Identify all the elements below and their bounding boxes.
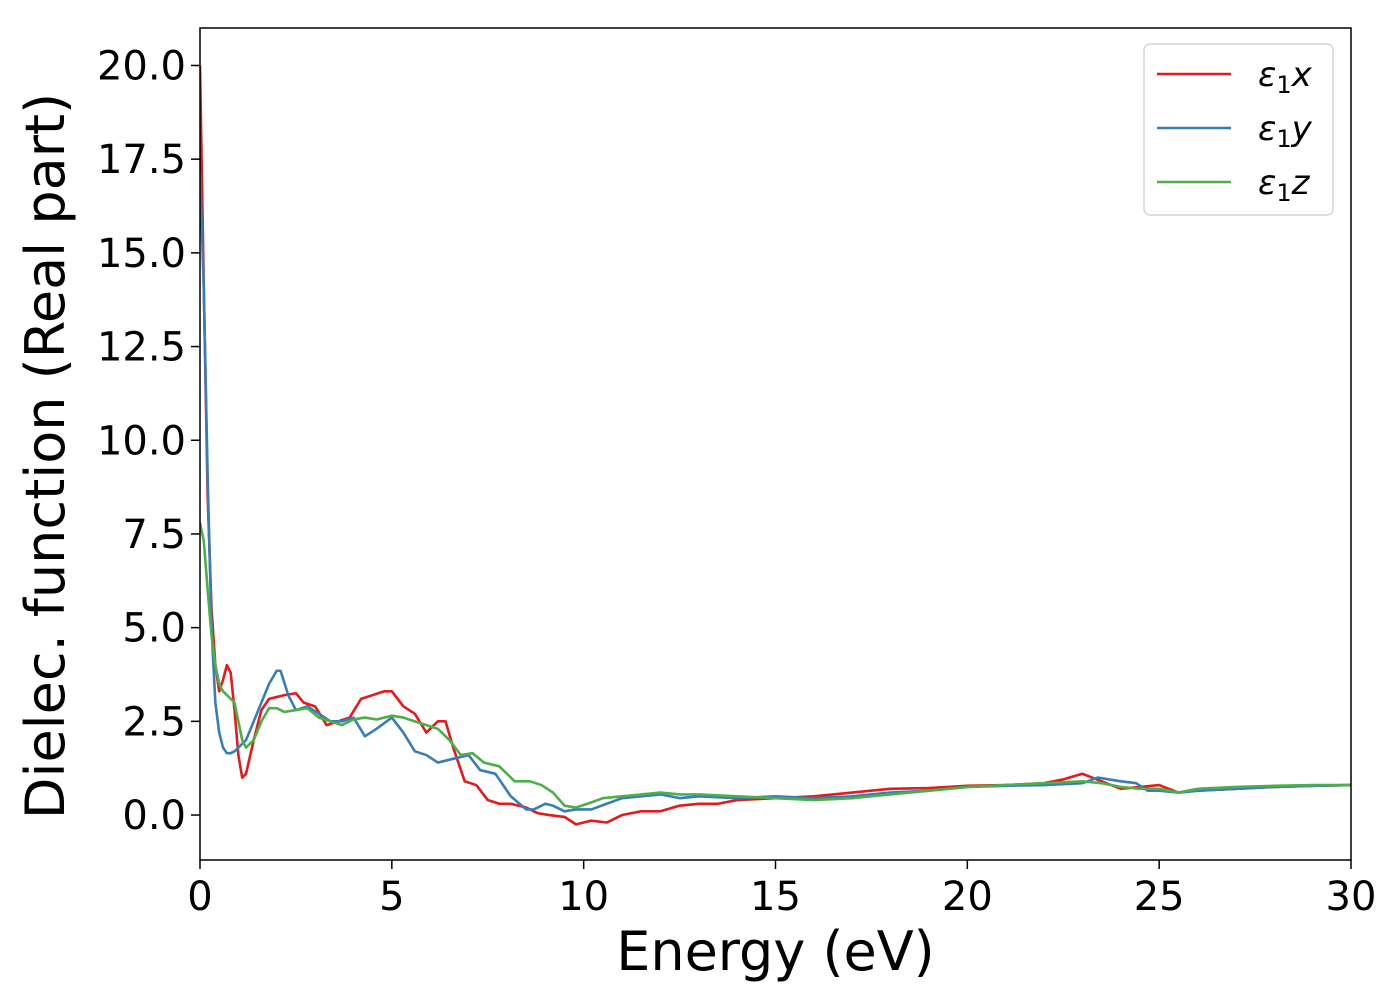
legend-box bbox=[1143, 43, 1334, 216]
x-tick-label: 15 bbox=[750, 874, 801, 920]
y-tick-label: 20.0 bbox=[97, 43, 186, 89]
series-line-z bbox=[200, 522, 1351, 809]
x-tick-label: 5 bbox=[379, 874, 404, 920]
y-axis-title: Dielec. function (Real part) bbox=[14, 93, 77, 819]
series-line-y bbox=[200, 170, 1351, 813]
y-axis: 0.0 2.5 5.0 7.5 10.0 12.5 15.0 17.5 20.0 bbox=[97, 43, 200, 839]
y-tick-label: 17.5 bbox=[97, 137, 186, 183]
plot-area bbox=[200, 65, 1351, 826]
x-tick-label: 20 bbox=[942, 874, 993, 920]
y-tick-label: 12.5 bbox=[97, 325, 186, 371]
x-tick-label: 30 bbox=[1326, 874, 1377, 920]
legend-label-y: ε1y bbox=[1258, 109, 1313, 153]
y-tick-label: 15.0 bbox=[97, 231, 186, 277]
y-tick-label: 7.5 bbox=[122, 512, 186, 558]
x-axis: 0 5 10 15 20 25 30 bbox=[187, 860, 1376, 920]
y-tick-label: 0.0 bbox=[122, 793, 186, 839]
x-tick-label: 10 bbox=[558, 874, 609, 920]
legend-label-z: ε1z bbox=[1258, 163, 1311, 207]
x-tick-label: 0 bbox=[187, 874, 212, 920]
legend: ε1x ε1y ε1z bbox=[1143, 43, 1334, 216]
legend-label-x: ε1x bbox=[1258, 55, 1313, 99]
y-tick-label: 10.0 bbox=[97, 418, 186, 464]
y-tick-label: 5.0 bbox=[122, 606, 186, 652]
y-tick-label: 2.5 bbox=[122, 699, 186, 745]
x-tick-label: 25 bbox=[1134, 874, 1185, 920]
x-axis-title: Energy (eV) bbox=[616, 920, 935, 983]
